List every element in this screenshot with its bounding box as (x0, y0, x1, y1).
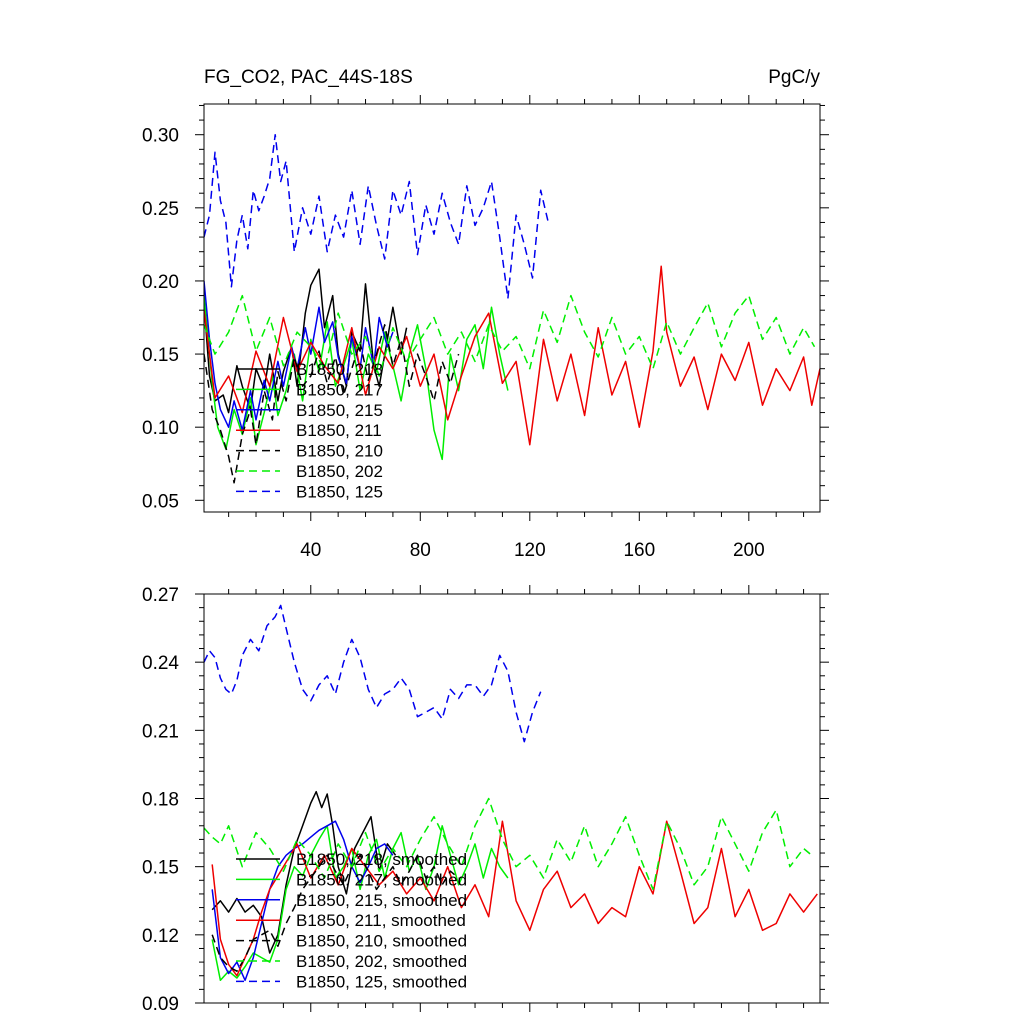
bottom-y-tick-label: 0.12 (142, 926, 179, 947)
bottom-series-group (204, 604, 818, 982)
top-y-tick-label: 0.15 (142, 345, 179, 366)
top-legend-label-4: B1850, 211 (296, 421, 382, 440)
bottom-legend-label-1: B1850, 218, smoothed (296, 850, 467, 869)
top-series-group (204, 133, 820, 484)
top-y-tick-label: 0.30 (142, 126, 179, 147)
top-series-line-5 (204, 324, 460, 484)
top-x-tick-label: 40 (300, 540, 321, 561)
bottom-series-line-2 (211, 825, 509, 982)
bottom-series-line-3 (211, 820, 394, 982)
bottom-series-layer (204, 604, 818, 982)
bottom-y-tick-label: 0.18 (142, 790, 179, 811)
top-x-tick-label: 200 (733, 540, 765, 561)
top-y-tick-label: 0.20 (142, 272, 179, 293)
bottom-series-line-6 (204, 797, 813, 891)
top-y-tick-label: 0.25 (142, 199, 179, 220)
bottom-y-tick-label: 0.09 (142, 994, 179, 1015)
top-series-layer (204, 133, 820, 484)
bottom-y-tick-label: 0.24 (142, 653, 179, 674)
top-x-tick-label: 160 (623, 540, 655, 561)
top-legend-label-7: B1850, 125 (296, 482, 383, 501)
bottom-y-tick-label: 0.21 (142, 721, 179, 742)
bottom-series-line-1 (211, 790, 397, 954)
top-y-tick-label: 0.05 (142, 491, 179, 512)
top-series-line-7 (204, 133, 550, 300)
bottom-chart-panel: 0.09 0.12 0.15 0.18 0.21 0.24 0.27 B1850, 218,… (142, 585, 829, 1015)
top-x-tick-label: 120 (514, 540, 546, 561)
top-series-line-4 (204, 265, 820, 446)
top-legend-label-3: B1850, 215 (296, 401, 383, 420)
top-legend-label-5: B1850, 210 (296, 442, 383, 461)
bottom-series-line-7 (204, 604, 542, 743)
bottom-legend-label-3: B1850, 215, smoothed (296, 891, 467, 910)
top-series-line-6 (204, 294, 816, 377)
bottom-legend-label-4: B1850, 211, smoothed (296, 911, 466, 930)
bottom-axis-layer: 0.09 0.12 0.15 0.18 0.21 0.24 0.27 (142, 585, 829, 1015)
top-legend-label-2: B1850, 217 (296, 380, 383, 399)
bottom-legend-label-2: B1850, 217, smoothed (296, 870, 467, 889)
top-chart-units: PgC/y (768, 67, 820, 88)
top-x-tick-label: 80 (410, 540, 431, 561)
top-chart-panel: FG_CO2, PAC_44S-18S PgC/y 40 80 120 160 200 0… (142, 67, 829, 561)
bottom-series-line-4 (211, 820, 818, 977)
bottom-legend-label-5: B1850, 210, smoothed (296, 932, 467, 951)
top-legend-label-6: B1850, 202 (296, 462, 383, 481)
bottom-legend-label-7: B1850, 125, smoothed (296, 972, 467, 991)
top-axis-layer: 40 80 120 160 200 0.05 0.10 0.15 0.20 0.25 0.30 (142, 95, 829, 561)
top-legend-label-1: B1850, 218 (296, 360, 383, 379)
bottom-y-tick-label: 0.15 (142, 858, 179, 879)
bottom-legend-label-6: B1850, 202, smoothed (296, 952, 467, 971)
top-chart-title: FG_CO2, PAC_44S-18S (204, 67, 413, 88)
top-y-tick-label: 0.10 (142, 418, 179, 439)
top-plot-frame (203, 103, 821, 513)
bottom-series-line-5 (211, 854, 460, 972)
bottom-y-tick-label: 0.27 (142, 585, 179, 606)
